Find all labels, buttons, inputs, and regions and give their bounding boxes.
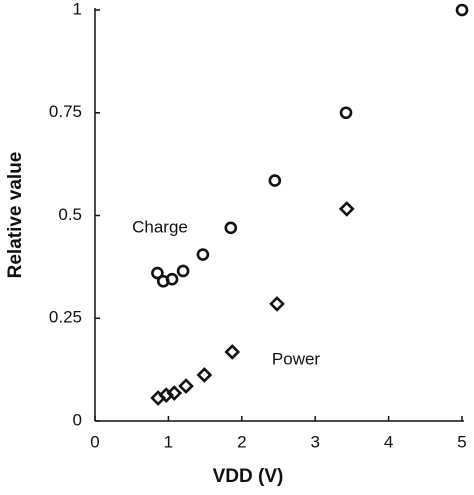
- power-point: [224, 344, 241, 360]
- y-tick-label: 0.5: [58, 205, 82, 224]
- power-point: [338, 201, 355, 217]
- y-tick-label: 0.25: [49, 308, 82, 327]
- x-tick-label: 4: [384, 432, 393, 451]
- y-tick-label: 0: [73, 410, 82, 429]
- charge-point: [196, 248, 210, 261]
- charge-point: [224, 221, 238, 235]
- x-tick-label: 1: [164, 432, 173, 451]
- power-point: [178, 378, 194, 394]
- power-point: [158, 387, 175, 403]
- x-tick-label: 2: [237, 432, 246, 451]
- y-axis-label: Relative value: [5, 152, 26, 279]
- x-tick-label: 5: [457, 432, 466, 451]
- x-tick-label: 0: [90, 432, 99, 451]
- series-label: Charge: [132, 217, 188, 236]
- series-label: Power: [272, 349, 321, 368]
- charge-point: [165, 272, 179, 286]
- power-point: [269, 296, 285, 312]
- charge-point: [176, 264, 190, 278]
- x-tick-label: 3: [310, 432, 319, 451]
- charge-point: [339, 106, 353, 120]
- charge-point: [151, 266, 164, 280]
- power-point: [196, 367, 213, 383]
- charge-point: [455, 3, 469, 17]
- x-axis-label: VDD (V): [213, 466, 284, 487]
- y-tick-label: 1: [73, 0, 82, 18]
- y-tick-label: 0.75: [49, 102, 82, 121]
- power-point: [166, 385, 183, 401]
- charge-point: [268, 174, 282, 187]
